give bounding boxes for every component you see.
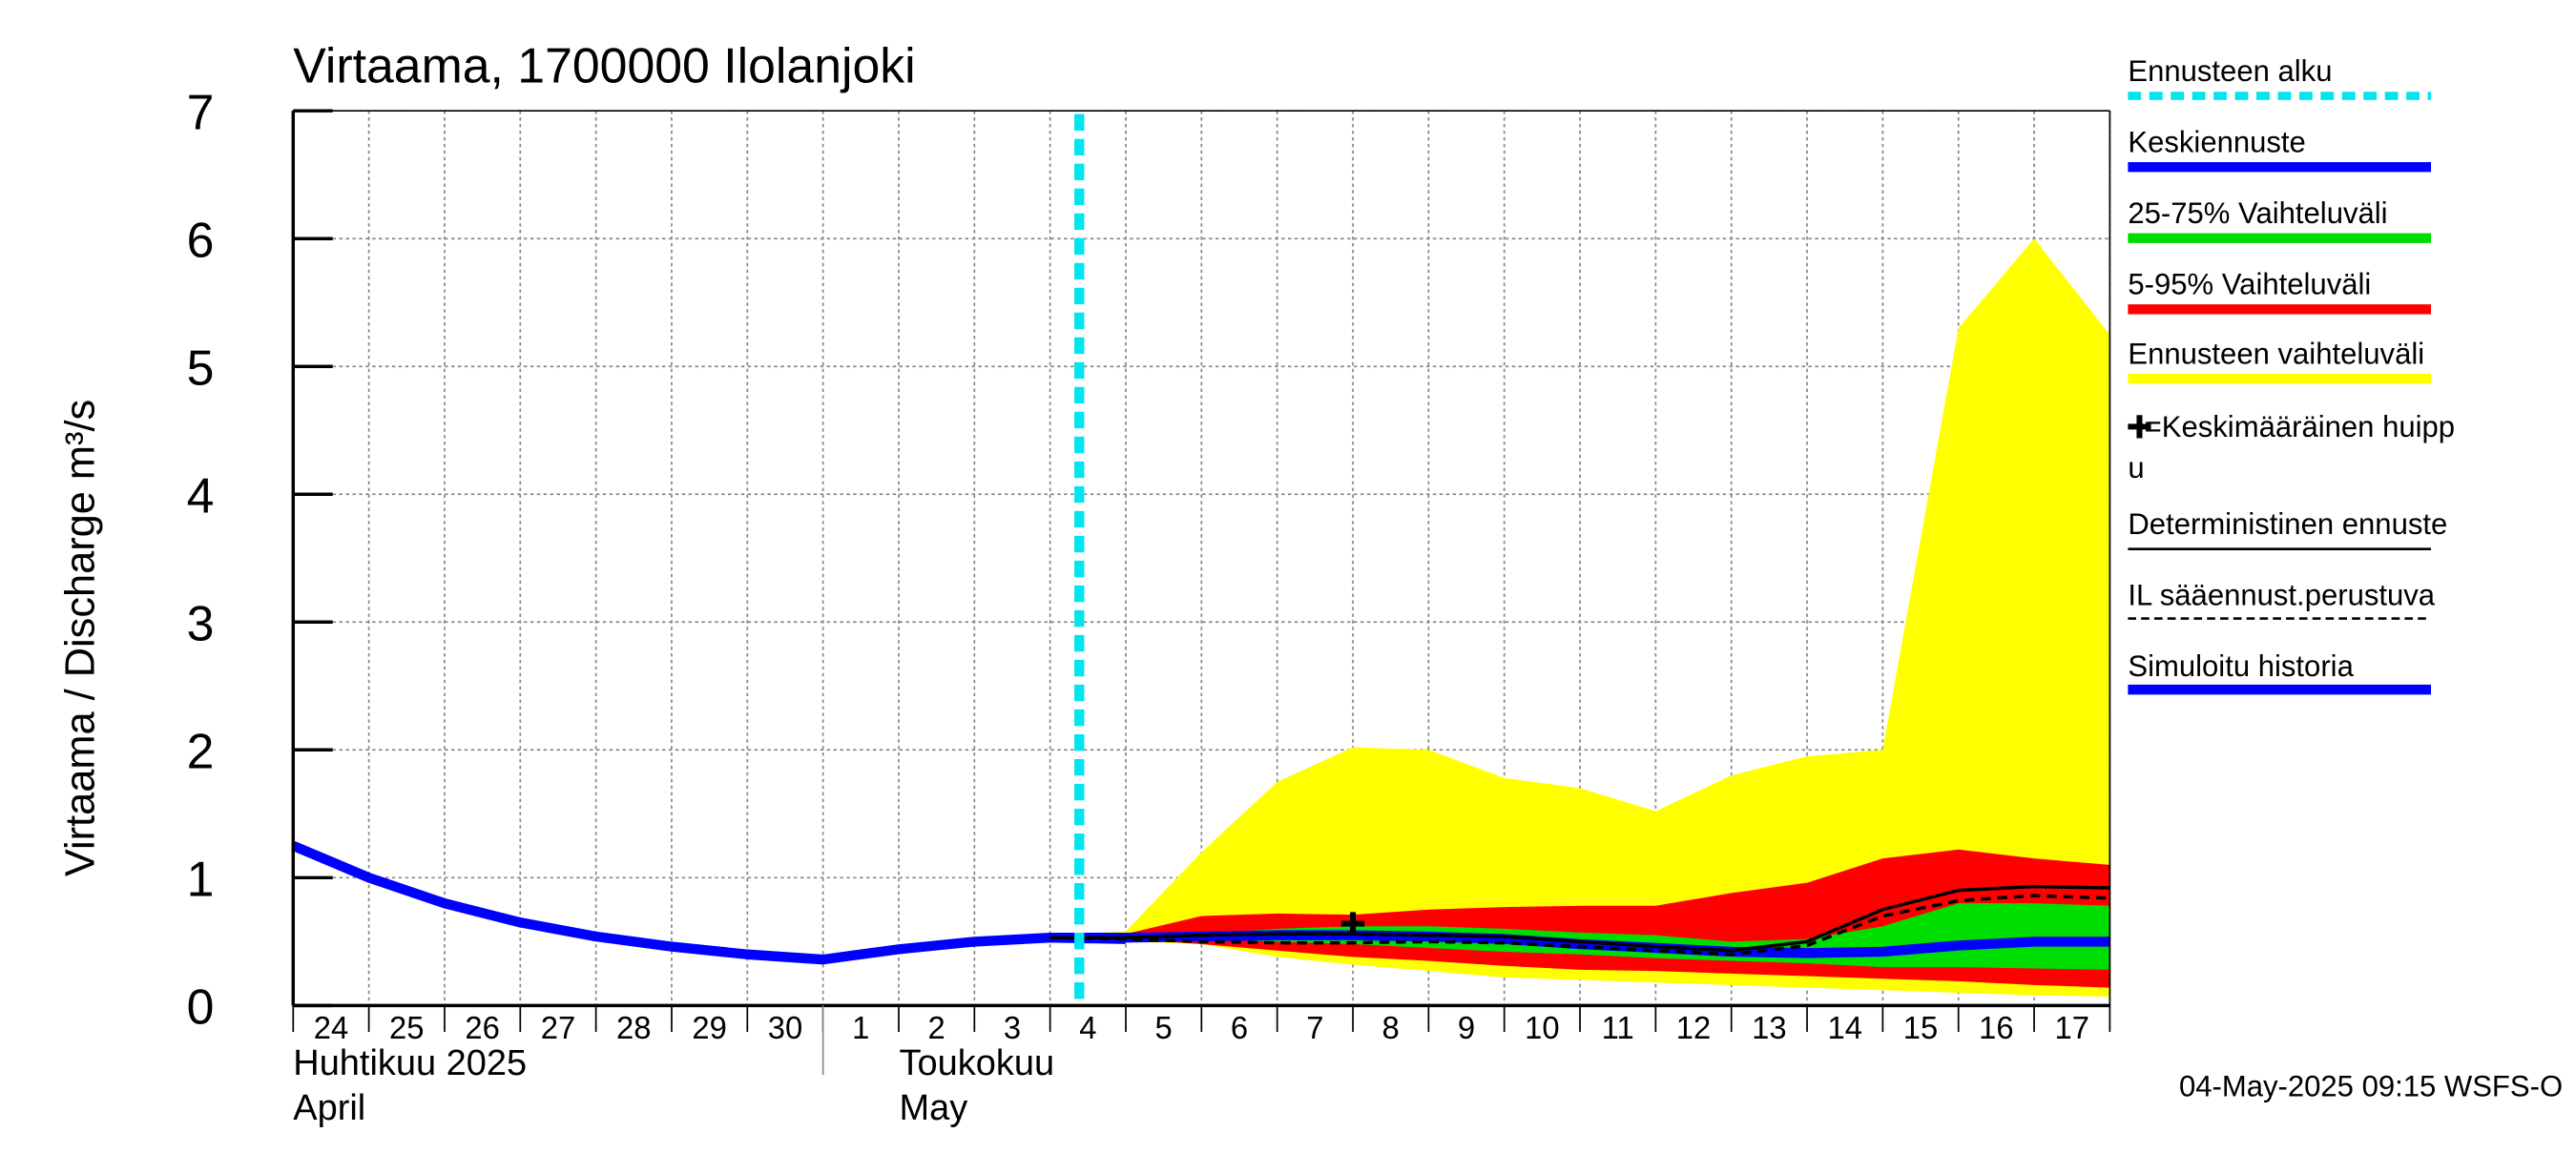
chart-title: Virtaama, 1700000 Ilolanjoki <box>293 38 915 93</box>
legend-item: 25-75% Vaihteluväli <box>2128 196 2432 243</box>
axes <box>291 109 2111 1076</box>
legend-label-wrap: u <box>2128 451 2144 484</box>
y-axis-label: Virtaama / Discharge m³/s <box>57 400 103 876</box>
x-tick-label: 7 <box>1306 1010 1323 1045</box>
legend-label: Deterministinen ennuste <box>2128 507 2447 541</box>
month-labels: Huhtikuu 2025 April Toukokuu May <box>293 1043 1054 1128</box>
timestamp: 04-May-2025 09:15 WSFS-O <box>2179 1070 2563 1103</box>
legend-label: Ennusteen alku <box>2128 54 2332 88</box>
y-tick-label: 4 <box>187 467 215 523</box>
legend-item: IL sääennust.perustuva <box>2128 579 2436 620</box>
legend: Ennusteen alku Keskiennuste 25-75% Vaihtel… <box>2128 54 2455 695</box>
legend-item: 5-95% Vaihteluväli <box>2128 268 2432 315</box>
y-tick-label: 6 <box>187 212 215 267</box>
month-label-english: May <box>900 1088 968 1128</box>
x-tick-label: 2 <box>928 1010 945 1045</box>
month-label: Huhtikuu 2025 <box>293 1043 527 1083</box>
x-tick-label: 13 <box>1752 1010 1786 1045</box>
x-tick-label: 15 <box>1903 1010 1938 1045</box>
line-deterministinen-ennuste <box>1049 884 2110 953</box>
x-tick-label: 12 <box>1676 1010 1711 1045</box>
legend-label: IL sääennust.perustuva <box>2128 579 2435 612</box>
line-il-s-ennust-perustuva <box>1049 894 2110 957</box>
x-tick-label: 9 <box>1458 1010 1475 1045</box>
x-tick-label: 29 <box>692 1010 726 1045</box>
series-lines <box>291 113 2110 1006</box>
x-tick-label: 8 <box>1382 1010 1400 1045</box>
month-label: Toukokuu <box>900 1043 1055 1083</box>
y-tick-label: 1 <box>187 851 215 906</box>
band-ennusteen-vaihteluv-li <box>1049 238 2110 997</box>
y-tick-label: 7 <box>187 84 215 139</box>
y-tick-label: 0 <box>187 978 215 1034</box>
legend-item: Deterministinen ennuste <box>2128 507 2447 551</box>
legend-item: Ennusteen vaihteluväli <box>2128 337 2432 384</box>
x-tick-label: 3 <box>1004 1010 1021 1045</box>
line-simuloitu-historia <box>291 841 1127 965</box>
legend-label: 25-75% Vaihteluväli <box>2128 196 2387 230</box>
x-tick-label: 27 <box>541 1010 575 1045</box>
x-tick-label: 24 <box>314 1010 348 1045</box>
y-tick-labels: 0 1 2 3 4 5 6 7 <box>187 84 215 1034</box>
x-tick-label: 11 <box>1602 1010 1634 1045</box>
mean-peak-marker <box>1340 912 1365 936</box>
x-tick-label: 28 <box>616 1010 651 1045</box>
legend-item: Keskiennuste <box>2128 125 2432 173</box>
legend-label: Ennusteen vaihteluväli <box>2128 337 2424 370</box>
legend-label: =Keskimääräinen huipp <box>2145 410 2455 443</box>
y-tick-label: 3 <box>187 595 215 650</box>
x-tick-label: 25 <box>389 1010 424 1045</box>
x-tick-label: 4 <box>1079 1010 1096 1045</box>
y-tick-label: 5 <box>187 340 215 395</box>
x-tick-label: 14 <box>1827 1010 1861 1045</box>
x-tick-label: 5 <box>1155 1010 1173 1045</box>
x-tick-label: 10 <box>1525 1010 1559 1045</box>
y-tick-label: 2 <box>187 723 215 778</box>
legend-label: Keskiennuste <box>2128 125 2305 158</box>
legend-label: Simuloitu historia <box>2128 649 2354 683</box>
legend-peak-marker <box>2128 415 2151 439</box>
x-tick-label: 26 <box>465 1010 499 1045</box>
x-tick-label: 16 <box>1979 1010 2013 1045</box>
x-tick-label: 6 <box>1231 1010 1248 1045</box>
x-tick-label: 17 <box>2054 1010 2088 1045</box>
legend-label: 5-95% Vaihteluväli <box>2128 268 2371 301</box>
x-tick-label: 1 <box>852 1010 869 1045</box>
x-tick-label: 30 <box>768 1010 802 1045</box>
x-tick-labels: 24 25 26 27 28 29 30 1 2 3 4 5 6 7 8 9 10 11 12 13 14 15 16 17 <box>314 1010 2089 1045</box>
legend-item: Ennusteen alku <box>2128 54 2432 100</box>
legend-item: Simuloitu historia <box>2128 649 2432 695</box>
month-label-english: April <box>293 1088 365 1128</box>
